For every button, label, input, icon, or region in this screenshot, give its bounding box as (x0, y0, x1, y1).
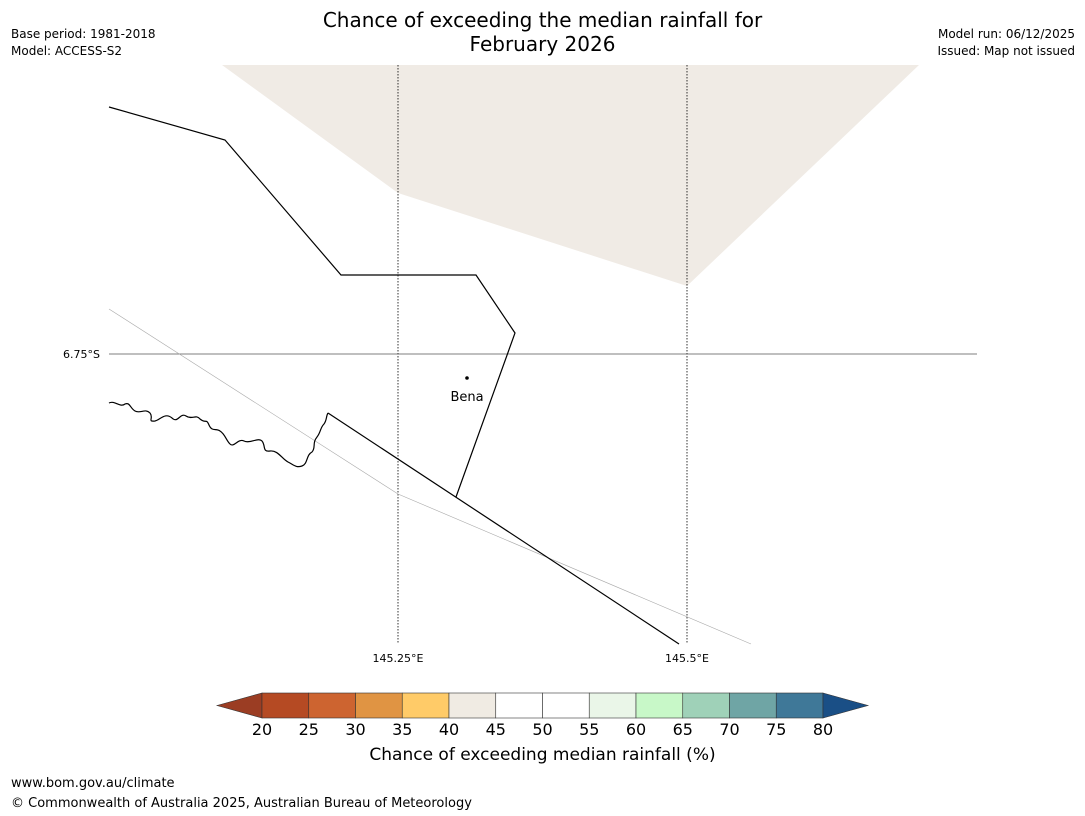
map-title: Chance of exceeding the median rainfall … (0, 8, 1085, 56)
colorbar-tick-label: 65 (673, 720, 693, 739)
colorbar-bin (588, 692, 637, 719)
colorbar-tick-label: 40 (439, 720, 459, 739)
colorbar-tick-label: 75 (766, 720, 786, 739)
footer-url[interactable]: www.bom.gov.au/climate (11, 776, 175, 791)
colorbar-tick-label: 20 (252, 720, 272, 739)
colorbar-bin (775, 692, 824, 719)
map-title-line1: Chance of exceeding the median rainfall … (322, 8, 763, 32)
longitude-label-145-5: 145.5°E (665, 652, 709, 665)
colorbar-bin (495, 692, 543, 719)
colorbar-tick-label: 45 (486, 720, 506, 739)
colorbar-tick-label: 55 (579, 720, 599, 739)
province-boundary (108, 106, 516, 498)
colorbar: 20 25 30 35 40 45 50 55 60 65 70 75 80 (215, 692, 870, 739)
colorbar-tick-label: 50 (532, 720, 552, 739)
colorbar-bin (261, 692, 310, 719)
colorbar-extend-low (215, 692, 263, 719)
probability-region-40-45 (222, 65, 919, 286)
meta-left: Base period: 1981-2018 Model: ACCESS-S2 (11, 26, 156, 60)
province-boundary-south (327, 412, 680, 645)
place-label-bena: Bena (450, 390, 483, 405)
longitude-label-145-25: 145.25°E (373, 652, 424, 665)
colorbar-tick-label: 60 (626, 720, 646, 739)
model-run-text: Model run: 06/12/2025 (937, 27, 1075, 41)
colorbar-bin (448, 692, 497, 719)
colorbar-title: Chance of exceeding median rainfall (%) (369, 745, 716, 765)
colorbar-bin (308, 692, 356, 719)
colorbar-tick-label: 30 (345, 720, 365, 739)
colorbar-bin (682, 692, 730, 719)
colorbar-bin (401, 692, 450, 719)
colorbar-tick-label: 70 (719, 720, 739, 739)
colorbar-bin (729, 692, 777, 719)
colorbar-bin (542, 692, 590, 719)
river-line (108, 401, 329, 468)
place-dot-bena (465, 376, 469, 380)
model-text: Model: ACCESS-S2 (11, 44, 123, 58)
colorbar-tick-label: 35 (392, 720, 412, 739)
issued-text: Issued: Map not issued (937, 44, 1075, 58)
colorbar-bin (355, 692, 403, 719)
colorbar-tick-label: 80 (813, 720, 833, 739)
map-title-line2: February 2026 (469, 32, 616, 56)
meta-right: Model run: 06/12/2025 Issued: Map not is… (937, 26, 1075, 60)
colorbar-tick-label: 25 (299, 720, 319, 739)
footer-copyright: © Commonwealth of Australia 2025, Austra… (11, 796, 472, 811)
colorbar-bin (635, 692, 684, 719)
latitude-label: 6.75°S (63, 348, 100, 361)
colorbar-extend-high (822, 692, 870, 719)
base-period-text: Base period: 1981-2018 (11, 27, 156, 41)
faint-boundary-line (108, 308, 752, 645)
